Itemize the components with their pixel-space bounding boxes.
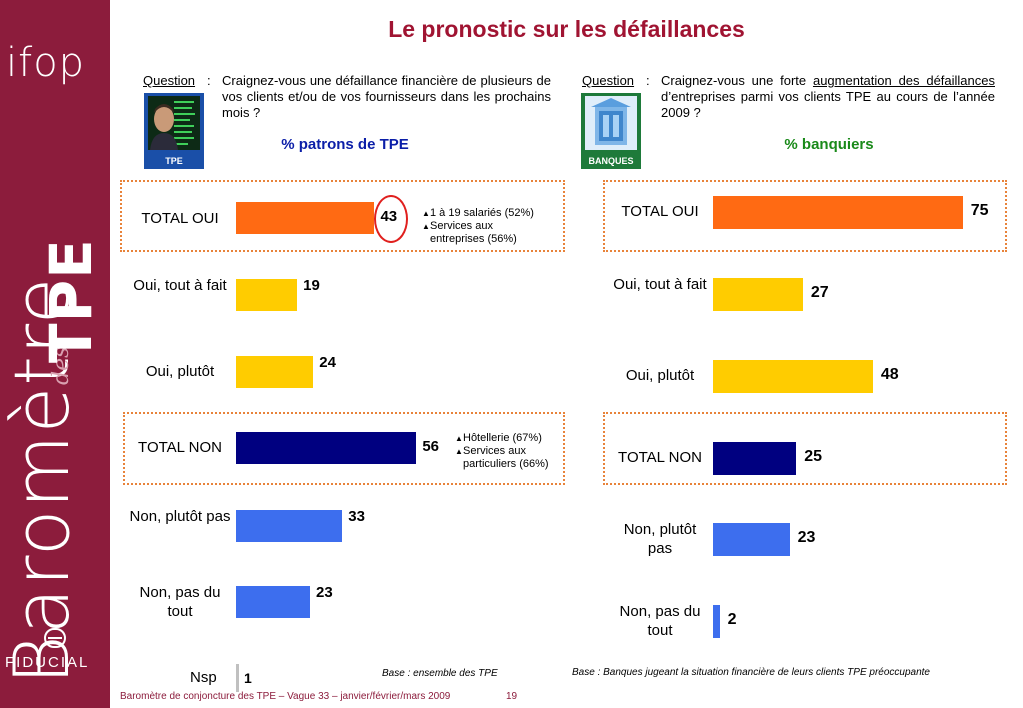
footer-text: Baromètre de conjoncture des TPE – Vague…	[120, 691, 451, 702]
banques-thumbnail-caption: BANQUES	[588, 156, 634, 166]
tpe-word: TPE	[37, 238, 105, 363]
right-category-label-3: TOTAL NON	[618, 449, 702, 466]
tpe-thumbnail-caption: TPE	[165, 156, 183, 166]
left-category-label-4: Non, plutôt pas	[129, 508, 231, 525]
businessman-icon	[148, 96, 200, 150]
left-question-colon: :	[207, 73, 211, 88]
right-question-text: Craignez-vous une forte augmentation des…	[661, 73, 995, 120]
left-bar-3	[236, 432, 417, 464]
left-total-oui-frame	[120, 180, 565, 252]
right-question-colon: :	[646, 73, 650, 88]
up-triangle-icon: ▲	[422, 222, 430, 231]
right-category-label-5: Non, pas du tout	[619, 603, 701, 639]
right-total-non-frame	[603, 412, 1007, 485]
right-bar-0	[713, 195, 963, 229]
left-bar-0	[236, 202, 375, 234]
right-bar-value-3: 25	[804, 448, 823, 465]
left-category-label-1: Oui, tout à fait	[133, 277, 227, 294]
right-bar-value-2: 48	[880, 366, 899, 383]
left-base-note: Base : ensemble des TPE	[382, 668, 498, 679]
ifop-logo: ifop	[6, 40, 86, 86]
left-bar-4	[236, 510, 343, 542]
left-total-oui-note: ▲ 1 à 19 salariés (52%) ▲ Services aux ent…	[422, 207, 534, 245]
right-category-label-4: Non, plutôt pas	[623, 521, 697, 557]
right-panel-subtitle: % banquiers	[784, 136, 874, 153]
nsp-bar	[236, 664, 239, 692]
right-question-label: Question	[582, 73, 635, 88]
left-panel-subtitle: % patrons de TPE	[281, 136, 409, 153]
right-total-oui-frame	[603, 180, 1007, 252]
up-triangle-icon: ▲	[455, 447, 463, 456]
right-bar-value-1: 27	[810, 284, 829, 301]
fiducial-logo-icon	[44, 628, 66, 648]
right-base-note: Base : Banques jugeant la situation fina…	[572, 667, 930, 678]
right-bar-4	[713, 522, 790, 556]
banques-thumbnail: BANQUES	[581, 93, 641, 169]
left-bar-value-2: 24	[319, 354, 336, 371]
right-bar-5	[713, 604, 720, 638]
right-bar-3	[713, 441, 797, 475]
nsp-value: 1	[244, 670, 252, 686]
left-category-label-0: TOTAL OUI	[141, 210, 219, 227]
page-number: 19	[506, 691, 518, 702]
left-total-non-note: ▲ Hôtellerie (67%) ▲ Services aux particul…	[455, 432, 549, 470]
tpe-thumbnail: TPE	[144, 93, 204, 169]
fiducial-logo-text: FIDUCIAL	[5, 654, 90, 671]
left-bar-1	[236, 279, 298, 311]
highlight-circle	[374, 195, 408, 243]
right-category-label-1: Oui, tout à fait	[613, 276, 707, 293]
left-category-label-5: Non, pas du tout	[139, 584, 221, 620]
page-title: Le pronostic sur les défaillances	[388, 16, 745, 42]
nsp-label: Nsp	[190, 669, 217, 686]
barometre-vertical-title: Baromètre des TPE	[0, 85, 107, 685]
up-triangle-icon: ▲	[422, 209, 430, 218]
right-category-label-0: TOTAL OUI	[621, 203, 699, 220]
right-category-label-2: Oui, plutôt	[625, 367, 695, 384]
left-category-label-2: Oui, plutôt	[145, 363, 215, 380]
left-bar-value-1: 19	[303, 277, 320, 294]
sidebar-branding: ifop Baromètre des TPE FIDUCIAL	[0, 0, 110, 708]
left-bar-value-5: 23	[316, 584, 333, 601]
bank-building-icon	[585, 96, 637, 150]
right-bar-value-4: 23	[797, 529, 816, 546]
left-bar-value-4: 33	[348, 508, 365, 525]
right-bar-2	[713, 359, 873, 393]
left-bar-5	[236, 586, 311, 618]
left-bar-value-3: 56	[422, 438, 439, 455]
left-bar-2	[236, 356, 314, 388]
right-bar-1	[713, 277, 803, 311]
right-bar-value-5: 2	[727, 611, 737, 628]
left-total-non-frame	[123, 412, 565, 485]
left-question-label: Question	[143, 73, 196, 88]
left-category-label-3: TOTAL NON	[138, 439, 222, 456]
right-bar-value-0: 75	[970, 202, 989, 219]
up-triangle-icon: ▲	[455, 434, 463, 443]
left-question-text: Craignez-vous une défaillance financière…	[222, 73, 551, 120]
